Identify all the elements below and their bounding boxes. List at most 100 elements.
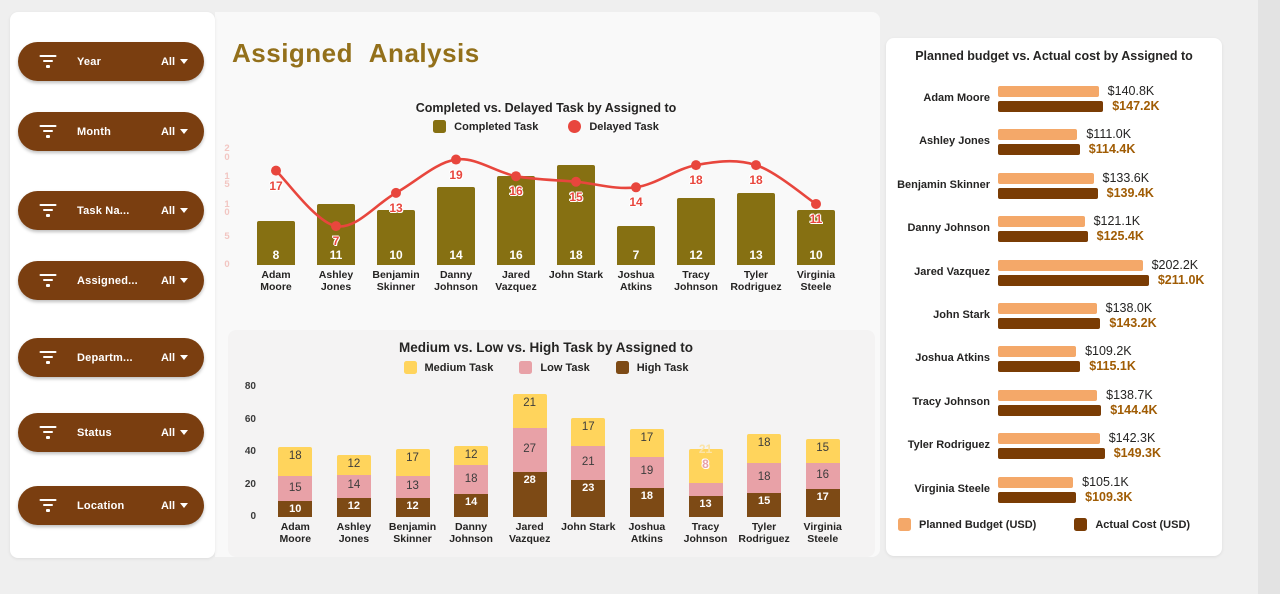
planned-budget-bar[interactable]: [998, 346, 1077, 358]
medium-task-segment[interactable]: [454, 445, 489, 465]
filter-button-departm[interactable]: Departm... All: [18, 338, 204, 377]
high-task-segment[interactable]: [805, 489, 840, 517]
high-task-segment[interactable]: [395, 497, 430, 517]
delayed-data-point[interactable]: [631, 182, 641, 193]
low-task-segment[interactable]: [688, 482, 723, 496]
filter-value-dropdown[interactable]: All: [161, 427, 188, 439]
completed-bar[interactable]: [257, 220, 295, 265]
completed-bar[interactable]: [497, 176, 535, 265]
completed-bar[interactable]: [797, 209, 835, 265]
legend-item-low-task[interactable]: Low Task: [519, 361, 590, 374]
low-task-segment[interactable]: [747, 463, 782, 493]
completed-bar-label: 16: [509, 248, 523, 262]
delayed-data-point[interactable]: [571, 176, 581, 187]
high-task-segment[interactable]: [512, 471, 547, 517]
filter-button-month[interactable]: Month All: [18, 112, 204, 151]
filter-button-assigned[interactable]: Assigned... All: [18, 261, 204, 300]
legend-item-high-task[interactable]: High Task: [615, 361, 688, 374]
actual-cost-bar[interactable]: [998, 448, 1105, 460]
high-task-segment[interactable]: [688, 495, 723, 517]
medium-task-segment[interactable]: [278, 447, 313, 477]
completed-bar[interactable]: [377, 209, 415, 265]
filter-value-dropdown[interactable]: All: [161, 352, 188, 364]
delayed-data-point[interactable]: [271, 165, 281, 176]
low-task-label: 16: [816, 469, 830, 482]
delayed-data-point[interactable]: [691, 160, 701, 171]
filter-button-status[interactable]: Status All: [18, 413, 204, 452]
x-axis-label: Tracy Johnson: [674, 269, 718, 293]
planned-budget-bar[interactable]: [998, 389, 1098, 401]
filter-button-year[interactable]: Year All: [18, 42, 204, 81]
planned-budget-bar[interactable]: [998, 172, 1094, 184]
high-task-segment[interactable]: [747, 492, 782, 517]
x-axis-label: Benjamin Skinner: [388, 521, 437, 545]
planned-budget-bar[interactable]: [998, 259, 1143, 271]
completed-bar[interactable]: [437, 187, 475, 265]
medium-task-segment[interactable]: [512, 393, 547, 428]
actual-cost-bar[interactable]: [998, 144, 1080, 156]
filter-button-location[interactable]: Location All: [18, 486, 204, 525]
delayed-data-point[interactable]: [331, 221, 341, 232]
legend-item-planned-budget[interactable]: Planned Budget (USD): [898, 518, 1036, 531]
low-task-segment[interactable]: [336, 474, 371, 498]
legend-item-completed-task[interactable]: Completed Task: [433, 120, 538, 133]
planned-budget-bar[interactable]: [998, 476, 1074, 488]
delayed-data-point[interactable]: [751, 160, 761, 171]
high-task-segment[interactable]: [278, 500, 313, 517]
planned-budget-bar[interactable]: [998, 216, 1085, 228]
actual-cost-bar[interactable]: [998, 404, 1102, 416]
actual-cost-bar[interactable]: [998, 231, 1088, 243]
actual-cost-bar[interactable]: [998, 187, 1098, 199]
low-task-segment[interactable]: [571, 445, 606, 480]
low-task-segment[interactable]: [395, 476, 430, 498]
actual-cost-bar[interactable]: [998, 274, 1149, 286]
actual-cost-bar[interactable]: [998, 361, 1081, 373]
planned-budget-bar[interactable]: [998, 86, 1099, 97]
actual-cost-bar[interactable]: [998, 491, 1077, 503]
delayed-data-point[interactable]: [451, 154, 461, 165]
legend-item-actual-cost[interactable]: Actual Cost (USD): [1074, 518, 1190, 531]
high-task-segment[interactable]: [454, 494, 489, 517]
medium-task-segment[interactable]: [747, 434, 782, 464]
delayed-data-point[interactable]: [391, 187, 401, 198]
completed-bar[interactable]: [677, 198, 715, 265]
legend-item-delayed-task[interactable]: Delayed Task: [568, 120, 659, 133]
filter-button-taskna[interactable]: Task Na... All: [18, 191, 204, 230]
low-task-segment[interactable]: [805, 463, 840, 490]
medium-task-segment[interactable]: [395, 448, 430, 477]
actual-cost-bar[interactable]: [998, 101, 1104, 112]
completed-bar[interactable]: [737, 192, 775, 265]
planned-budget-bar[interactable]: [998, 129, 1078, 141]
filter-value-dropdown[interactable]: All: [161, 500, 188, 512]
x-axis-label: Jared Vazquez: [508, 521, 551, 545]
completed-bar[interactable]: [317, 203, 355, 265]
planned-budget-bar[interactable]: [998, 303, 1097, 314]
completed-bar[interactable]: [617, 226, 655, 265]
filter-value-dropdown[interactable]: All: [161, 275, 188, 287]
low-task-segment[interactable]: [629, 456, 664, 488]
delayed-data-point[interactable]: [811, 198, 821, 209]
planned-budget-bar[interactable]: [998, 433, 1100, 445]
medium-task-label: 17: [640, 432, 654, 445]
filter-value-dropdown[interactable]: All: [161, 56, 188, 68]
delayed-data-point[interactable]: [511, 171, 521, 182]
high-task-segment[interactable]: [571, 479, 606, 517]
low-task-segment[interactable]: [278, 476, 313, 501]
high-task-segment[interactable]: [336, 497, 371, 517]
actual-cost-bar[interactable]: [998, 318, 1101, 329]
medium-task-segment[interactable]: [336, 455, 371, 475]
low-task-label: 13: [406, 479, 419, 492]
filter-value-dropdown[interactable]: All: [161, 205, 188, 217]
low-task-segment[interactable]: [454, 465, 489, 495]
high-task-segment[interactable]: [629, 487, 664, 517]
legend-item-medium-task[interactable]: Medium Task: [403, 361, 493, 374]
filter-label: Task Na...: [77, 204, 130, 217]
filter-value-dropdown[interactable]: All: [161, 126, 188, 138]
planned-budget-value: $133.6K: [1102, 170, 1150, 185]
planned-budget-value: $138.0K: [1105, 301, 1153, 315]
medium-task-segment[interactable]: [805, 439, 840, 464]
low-task-segment[interactable]: [512, 427, 547, 472]
medium-task-segment[interactable]: [571, 417, 606, 446]
medium-task-segment[interactable]: [629, 429, 664, 457]
medium-task-segment[interactable]: [688, 448, 723, 483]
